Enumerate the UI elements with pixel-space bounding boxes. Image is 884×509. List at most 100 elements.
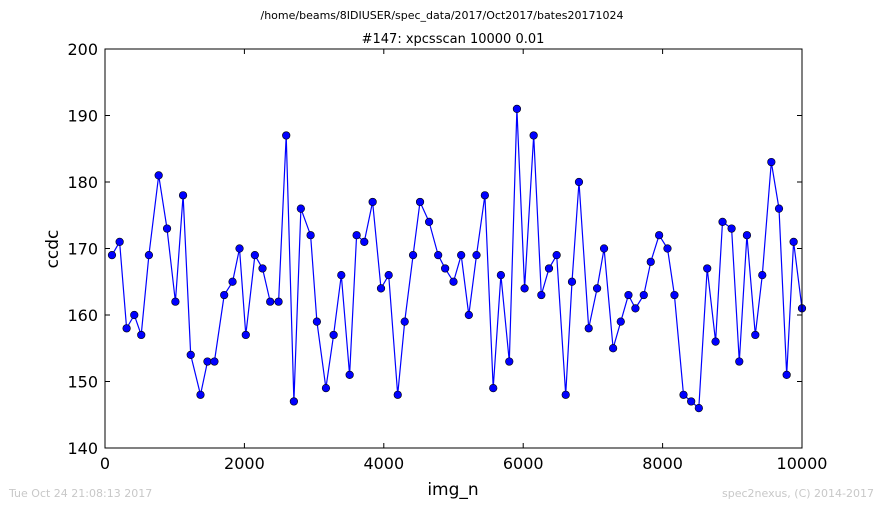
data-point bbox=[393, 390, 402, 399]
data-point bbox=[250, 251, 259, 260]
data-point bbox=[663, 244, 672, 253]
y-tick-label: 180 bbox=[67, 173, 98, 192]
data-point bbox=[520, 284, 529, 293]
y-tick-label: 150 bbox=[67, 373, 98, 392]
data-point bbox=[449, 277, 458, 286]
data-point bbox=[544, 264, 554, 273]
chart-title: #147: xpcsscan 10000 0.01 bbox=[362, 32, 545, 47]
data-point bbox=[425, 217, 434, 226]
data-point bbox=[321, 384, 331, 393]
y-tick-label: 200 bbox=[67, 40, 98, 59]
x-tick-label: 4000 bbox=[363, 454, 404, 473]
data-point bbox=[130, 310, 139, 320]
data-point bbox=[616, 317, 625, 326]
data-point bbox=[727, 224, 736, 233]
data-point bbox=[258, 264, 267, 273]
data-point bbox=[144, 251, 154, 260]
data-point bbox=[512, 104, 522, 113]
data-point bbox=[384, 271, 393, 280]
data-point bbox=[789, 237, 798, 246]
data-point bbox=[567, 277, 577, 286]
footer-timestamp: Tue Oct 24 21:08:13 2017 bbox=[9, 487, 153, 500]
data-point bbox=[472, 251, 481, 260]
data-point bbox=[718, 217, 727, 226]
data-point bbox=[274, 297, 283, 306]
data-point bbox=[441, 264, 450, 273]
data-point bbox=[703, 264, 712, 273]
data-point bbox=[537, 290, 546, 300]
data-point bbox=[329, 330, 338, 340]
y-tick-label: 140 bbox=[67, 439, 98, 458]
data-point bbox=[235, 244, 244, 253]
data-point bbox=[115, 237, 124, 246]
data-point bbox=[196, 390, 205, 399]
footer-credit: spec2nexus, (C) 2014-2017 bbox=[722, 487, 874, 500]
data-point bbox=[306, 231, 315, 240]
x-tick-label: 10000 bbox=[777, 454, 828, 473]
data-point bbox=[368, 197, 377, 207]
data-point bbox=[599, 244, 609, 253]
data-point bbox=[210, 357, 219, 366]
data-point bbox=[670, 290, 679, 300]
y-tick-label: 190 bbox=[67, 107, 98, 126]
data-point bbox=[289, 397, 298, 406]
data-point bbox=[415, 197, 425, 207]
data-point bbox=[107, 251, 117, 260]
data-point bbox=[624, 290, 633, 300]
data-point bbox=[496, 271, 505, 280]
data-point bbox=[360, 237, 369, 246]
data-point bbox=[312, 317, 321, 326]
data-point bbox=[337, 271, 346, 280]
data-point bbox=[171, 297, 180, 306]
series-line bbox=[111, 108, 803, 410]
x-tick-label: 8000 bbox=[642, 454, 683, 473]
data-point bbox=[631, 304, 640, 313]
data-point bbox=[609, 344, 618, 353]
data-point bbox=[480, 191, 489, 200]
data-file-path: /home/beams/8IDIUSER/spec_data/2017/Oct2… bbox=[261, 9, 624, 22]
data-point bbox=[574, 177, 584, 187]
data-point bbox=[282, 131, 291, 140]
data-point bbox=[592, 284, 602, 293]
data-point bbox=[529, 131, 538, 140]
data-point bbox=[345, 370, 354, 379]
data-point bbox=[186, 350, 195, 360]
data-point bbox=[122, 324, 131, 333]
data-point bbox=[376, 284, 386, 293]
y-tick-label: 160 bbox=[67, 306, 98, 325]
data-point bbox=[178, 191, 188, 200]
data-point bbox=[203, 357, 212, 366]
data-point bbox=[228, 277, 237, 286]
data-point bbox=[505, 357, 514, 366]
data-point bbox=[687, 397, 696, 406]
x-tick-label: 0 bbox=[100, 454, 110, 473]
data-point bbox=[352, 231, 361, 240]
data-point bbox=[774, 204, 784, 213]
data-point bbox=[489, 384, 498, 393]
data-point bbox=[241, 330, 250, 340]
data-point bbox=[400, 317, 409, 326]
data-point bbox=[154, 171, 163, 180]
data-point bbox=[711, 337, 720, 346]
data-point bbox=[137, 330, 146, 340]
data-point bbox=[561, 390, 570, 399]
data-point bbox=[742, 231, 752, 240]
y-axis-label: ccdc bbox=[43, 230, 63, 269]
x-axis-label: img_n bbox=[427, 480, 478, 500]
data-point bbox=[639, 290, 648, 300]
data-point bbox=[694, 404, 703, 413]
data-point bbox=[552, 251, 561, 260]
data-point bbox=[457, 251, 466, 260]
y-tick-label: 170 bbox=[67, 240, 98, 259]
data-point bbox=[408, 251, 418, 260]
data-point bbox=[646, 257, 655, 266]
x-tick-label: 2000 bbox=[224, 454, 265, 473]
data-point bbox=[296, 204, 305, 213]
data-point bbox=[735, 357, 744, 366]
data-point bbox=[767, 157, 776, 167]
data-point bbox=[679, 390, 688, 399]
data-point bbox=[782, 370, 791, 379]
data-point bbox=[434, 251, 443, 260]
data-point bbox=[758, 271, 767, 280]
